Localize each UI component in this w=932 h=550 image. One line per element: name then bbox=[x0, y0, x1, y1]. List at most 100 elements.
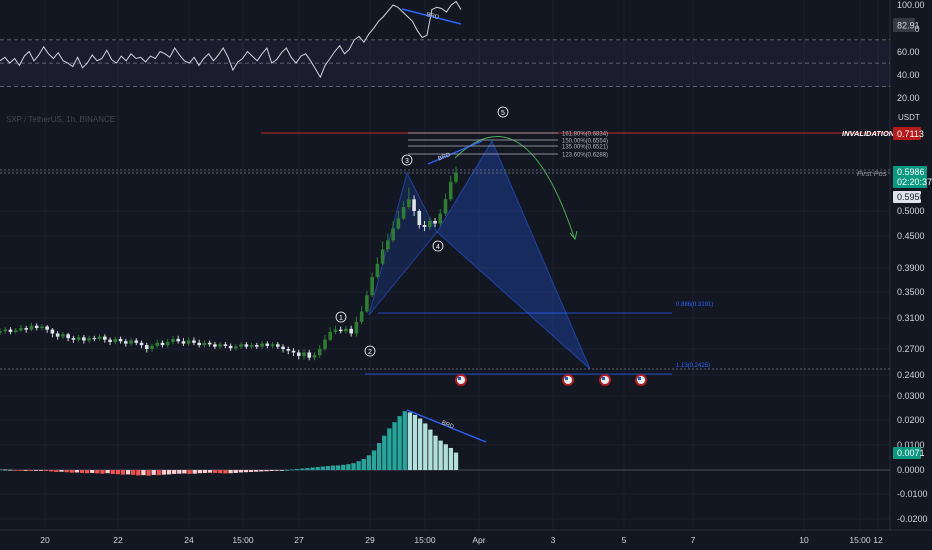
oscillator-bar bbox=[392, 422, 397, 470]
oscillator-tick-label: 0.0000 bbox=[897, 465, 925, 475]
candle-body bbox=[412, 199, 416, 211]
candle-body bbox=[386, 240, 390, 250]
candle-body bbox=[144, 345, 149, 349]
oscillator-bar bbox=[136, 470, 141, 476]
oscillator-bar bbox=[2, 469, 8, 471]
oscillator-bar bbox=[74, 470, 80, 473]
oscillator-tick-label: 0.0100 bbox=[897, 440, 925, 450]
oscillator-bar bbox=[346, 464, 351, 470]
oscillator-bar bbox=[361, 458, 366, 470]
oscillator-bar bbox=[310, 467, 315, 470]
time-tick-label: 15:00 bbox=[849, 535, 871, 545]
candle-body bbox=[380, 249, 385, 264]
candle-body bbox=[113, 338, 118, 343]
candle-body bbox=[134, 340, 139, 343]
candle-body bbox=[344, 328, 348, 332]
oscillator-bar bbox=[223, 470, 228, 474]
oscillator-y-axis: 0.0300 0.0200 0.0100 0.0000 -0.0100 -0.0200 bbox=[897, 391, 928, 524]
candle-body bbox=[281, 346, 285, 349]
oscillator-bar bbox=[100, 470, 105, 474]
wave-5-label: 5 bbox=[497, 106, 509, 118]
fib-113-label: 1.13(0.2425) bbox=[676, 363, 710, 369]
candle-body bbox=[87, 338, 91, 341]
oscillator-bar bbox=[90, 470, 95, 473]
time-tick-label: 15:00 bbox=[232, 535, 254, 545]
candle-body bbox=[270, 344, 275, 346]
oscillator-bar bbox=[264, 470, 269, 472]
candle-body bbox=[181, 341, 186, 344]
candle-body bbox=[249, 345, 254, 347]
oscillator-current-tag: 0.0071 bbox=[893, 447, 925, 459]
candle-body bbox=[34, 325, 39, 329]
oscillator-bar bbox=[79, 470, 85, 473]
oscillator-bar bbox=[371, 450, 377, 470]
candle-body bbox=[202, 342, 207, 346]
oscillator-bar bbox=[325, 466, 331, 470]
rsi-divergence-label: BRD bbox=[426, 12, 440, 21]
candle-body bbox=[40, 326, 44, 329]
oscillator-bar bbox=[412, 414, 418, 470]
oscillator-bar bbox=[151, 470, 156, 475]
oscillator-bar bbox=[125, 470, 131, 475]
svg-text:3: 3 bbox=[405, 158, 409, 165]
rsi-tick-label: 40.00 bbox=[897, 70, 920, 80]
oscillator-bar bbox=[295, 469, 300, 470]
oscillator-bar bbox=[428, 429, 433, 470]
candle-body bbox=[192, 340, 196, 343]
oscillator-bar bbox=[300, 468, 305, 470]
candle-body bbox=[171, 338, 175, 343]
fib-label: 161.80%(0.6834) bbox=[562, 132, 608, 138]
candle-body bbox=[396, 218, 401, 229]
osc-divergence-line bbox=[406, 409, 487, 443]
svg-text:02:20:37: 02:20:37 bbox=[897, 177, 932, 187]
time-tick-label: 29 bbox=[365, 535, 375, 545]
oscillator-bar bbox=[397, 416, 402, 470]
oscillator-bar bbox=[0, 469, 3, 471]
oscillator-bar bbox=[284, 470, 290, 471]
rsi-current-tag: 82.91 bbox=[893, 18, 920, 32]
candle-body bbox=[427, 221, 432, 227]
oscillator-bar bbox=[448, 447, 454, 470]
oscillator-tick-label: -0.0100 bbox=[897, 489, 928, 499]
time-tick-label: 3 bbox=[551, 535, 556, 545]
time-tick-label: Apr bbox=[472, 535, 485, 545]
candle-body bbox=[50, 329, 55, 334]
candle-body bbox=[176, 338, 181, 342]
svg-text:0.5950: 0.5950 bbox=[897, 192, 925, 202]
pattern-bcd bbox=[436, 139, 591, 370]
candle-body bbox=[448, 181, 453, 200]
oscillator-bar bbox=[443, 444, 448, 470]
oscillator-bar bbox=[166, 470, 172, 475]
oscillator-pane: BRD 0.0300 0.0200 0.0100 0.0000 -0.0100 -0.02… bbox=[0, 391, 928, 524]
oscillator-bar bbox=[279, 470, 284, 471]
oscillator-bar bbox=[341, 464, 346, 470]
candle-body bbox=[391, 228, 395, 241]
oscillator-bar bbox=[376, 443, 382, 470]
oscillator-bar bbox=[417, 418, 423, 470]
time-tick-label: 22 bbox=[113, 535, 123, 545]
wave-3-label: 3 bbox=[401, 154, 413, 166]
rsi-tick-label: 100.00 bbox=[897, 0, 925, 10]
oscillator-bar bbox=[289, 469, 295, 471]
candle-body bbox=[401, 207, 406, 219]
oscillator-bar bbox=[69, 470, 74, 473]
price-y-axis: 0.5000 0.4500 0.3900 0.3500 0.3100 0.2700 0.24… bbox=[897, 206, 925, 380]
event-marker-3 bbox=[599, 374, 611, 386]
svg-text:0.7113: 0.7113 bbox=[897, 129, 924, 139]
candle-body bbox=[323, 339, 327, 349]
time-tick-label: 10 bbox=[799, 535, 809, 545]
oscillator-bar bbox=[156, 470, 161, 476]
oscillator-bar bbox=[218, 470, 223, 474]
fib-label: 150.00%(0.6554) bbox=[562, 139, 608, 145]
oscillator-bar bbox=[453, 452, 459, 470]
oscillator-bar bbox=[254, 470, 259, 472]
svg-text:0.0071: 0.0071 bbox=[897, 448, 925, 458]
candle-body bbox=[417, 211, 422, 225]
svg-text:1: 1 bbox=[339, 315, 343, 322]
price-tick-label: 0.2700 bbox=[897, 344, 925, 354]
candle-body bbox=[291, 350, 296, 353]
oscillator-bar bbox=[182, 470, 187, 474]
oscillator-bar bbox=[243, 470, 249, 473]
